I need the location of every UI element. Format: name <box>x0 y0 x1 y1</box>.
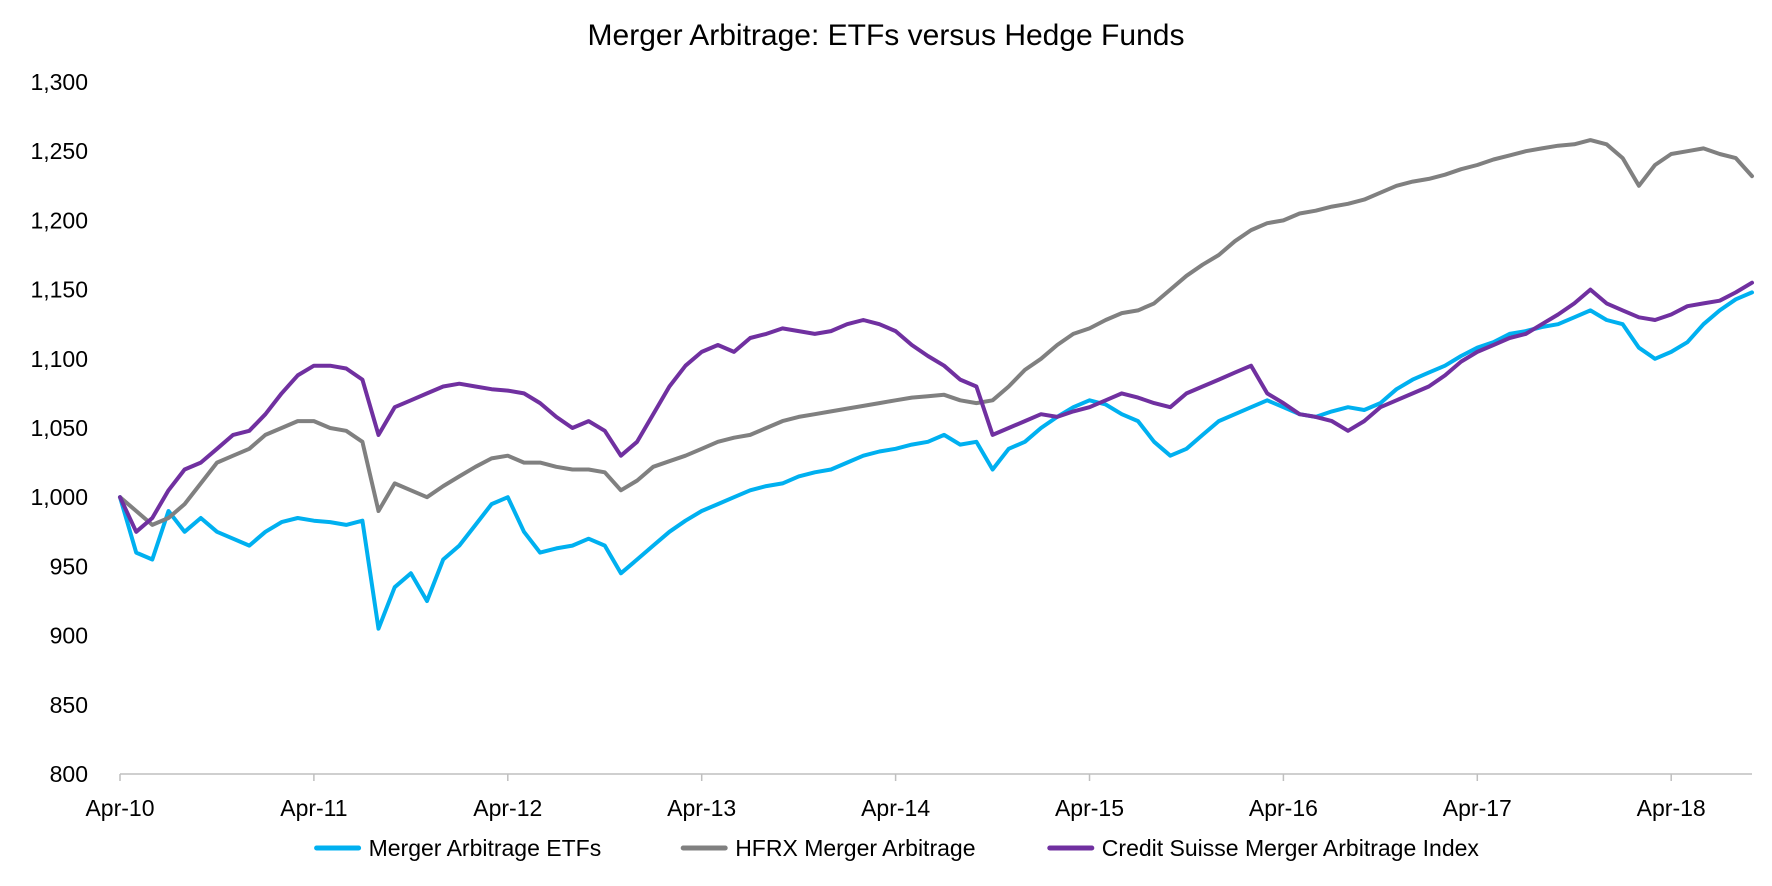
y-tick-label: 1,050 <box>30 415 88 441</box>
x-tick-label: Apr-17 <box>1443 795 1512 821</box>
legend-item: Merger Arbitrage ETFs <box>314 835 602 861</box>
legend-label: HFRX Merger Arbitrage <box>735 835 975 861</box>
x-tick-label: Apr-11 <box>280 795 347 821</box>
y-tick-label: 1,100 <box>30 346 88 372</box>
y-tick-label: 1,150 <box>30 277 88 303</box>
legend-label: Credit Suisse Merger Arbitrage Index <box>1102 835 1480 861</box>
x-tick-label: Apr-16 <box>1249 795 1318 821</box>
y-tick-label: 900 <box>50 623 88 649</box>
series-line-2 <box>118 138 1754 527</box>
chart-title: Merger Arbitrage: ETFs versus Hedge Fund… <box>588 19 1185 52</box>
x-tick-label: Apr-13 <box>667 795 736 821</box>
series-line-3 <box>118 280 1754 534</box>
legend-label: Merger Arbitrage ETFs <box>369 835 602 861</box>
x-axis: Apr-10 Apr-11 Apr-12 Apr-13 Apr-14 Apr-15 Apr-… <box>85 773 1752 821</box>
legend: Merger Arbitrage ETFs HFRX Merger Arbitra… <box>314 835 1480 861</box>
plot-area <box>118 138 1754 631</box>
x-tick-label: Apr-10 <box>85 795 154 821</box>
y-tick-label: 1,250 <box>30 138 88 164</box>
x-tick-label: Apr-14 <box>861 795 930 821</box>
series-line-1 <box>118 290 1754 631</box>
y-tick-label: 1,200 <box>30 207 88 233</box>
y-axis: 800 850 900 950 1,000 1,050 1,100 1,150 1,200 1,2… <box>30 69 88 787</box>
legend-item: Credit Suisse Merger Arbitrage Index <box>1047 835 1480 861</box>
y-tick-label: 950 <box>50 553 88 579</box>
y-tick-label: 1,300 <box>30 69 88 95</box>
x-tick-label: Apr-18 <box>1637 795 1706 821</box>
x-tick-label: Apr-12 <box>473 795 542 821</box>
y-tick-label: 1,000 <box>30 484 88 510</box>
y-tick-label: 850 <box>50 692 88 718</box>
legend-item: HFRX Merger Arbitrage <box>680 835 976 861</box>
x-tick-label: Apr-15 <box>1055 795 1124 821</box>
y-tick-label: 800 <box>50 761 88 787</box>
